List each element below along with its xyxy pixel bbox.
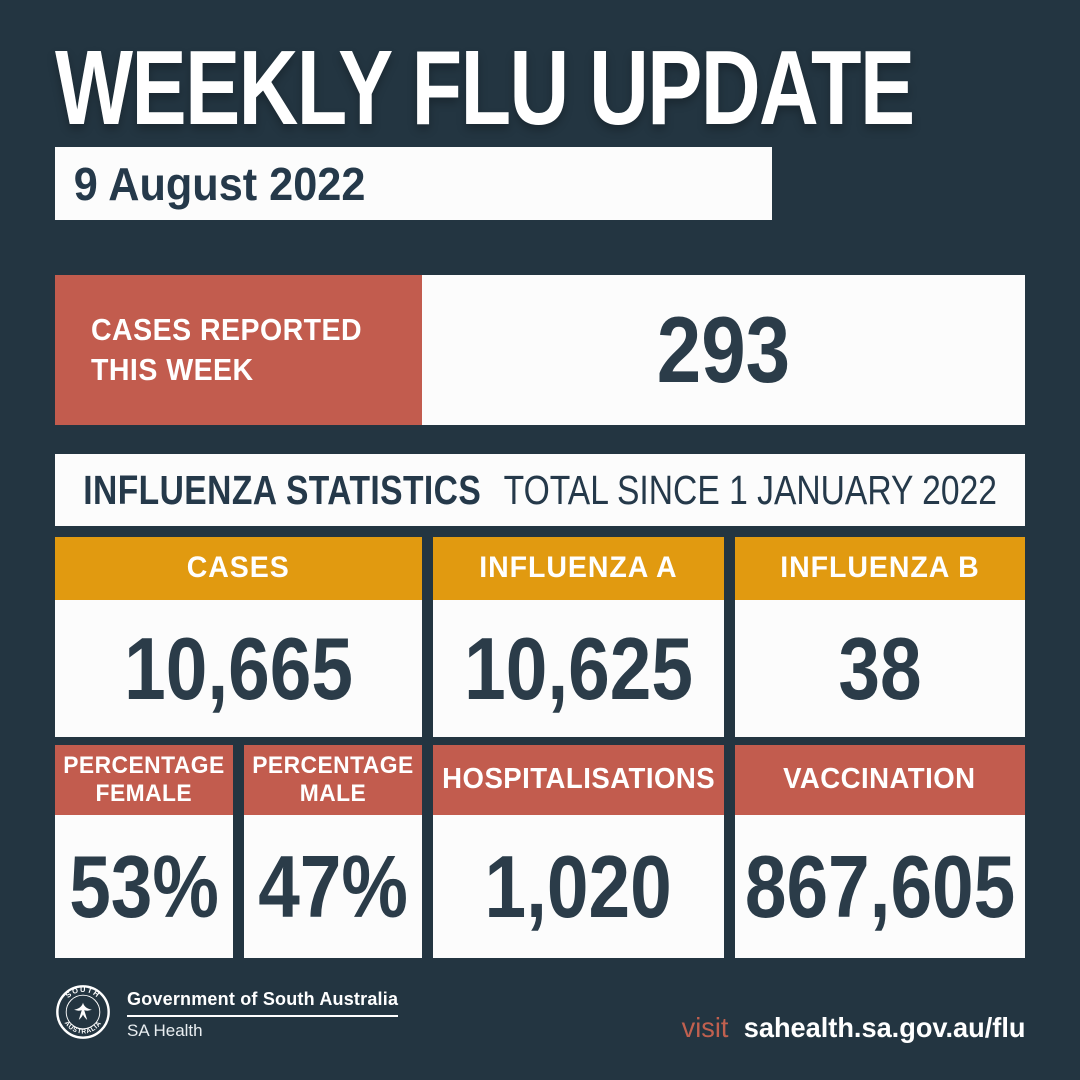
piping-shrike-icon: [74, 1002, 92, 1020]
stat-card-percentage-male-header: PERCENTAGE MALE: [244, 745, 422, 815]
stat-card-cases-header: CASES: [55, 537, 422, 600]
stat-card-influenza-a-body: 10,625: [433, 600, 724, 737]
stat-card-cases-value: 10,665: [124, 618, 353, 718]
visit-label: visit: [681, 1012, 728, 1043]
stat-card-hospitalisations-body: 1,020: [433, 815, 724, 958]
stat-card-percentage-male-body: 47%: [244, 815, 422, 958]
logo-text-south: SOUTH: [64, 985, 101, 1000]
stat-card-influenza-a-header: INFLUENZA A: [433, 537, 724, 600]
visit-url[interactable]: sahealth.sa.gov.au/flu: [743, 1012, 1025, 1043]
stat-card-hospitalisations-value: 1,020: [484, 836, 672, 936]
stats-section-title: INFLUENZA STATISTICS: [83, 466, 482, 513]
stat-card-percentage-male-label-line1: PERCENTAGE: [252, 752, 414, 780]
stat-card-percentage-female-value: 53%: [69, 836, 219, 936]
weekly-cases-value-cell: 293: [422, 275, 1025, 425]
stat-card-cases-label: CASES: [187, 551, 290, 585]
stats-section-header: INFLUENZA STATISTICS TOTAL SINCE 1 JANUA…: [55, 454, 1025, 526]
stat-card-vaccination-label: VACCINATION: [783, 763, 976, 796]
brand-divider: [127, 1014, 399, 1017]
stat-card-percentage-male-value: 47%: [258, 836, 408, 936]
weekly-cases-label-line1: CASES REPORTED: [91, 311, 363, 347]
stat-card-percentage-female-label-line1: PERCENTAGE: [63, 752, 225, 780]
stats-section-title-line: INFLUENZA STATISTICS TOTAL SINCE 1 JANUA…: [83, 467, 997, 514]
stat-card-vaccination-header: VACCINATION: [734, 745, 1025, 815]
date-banner: 9 August 2022: [55, 147, 772, 220]
south-australia-logo-icon: SOUTH AUSTRALIA: [55, 984, 111, 1045]
stat-card-influenza-b-value: 38: [838, 618, 922, 718]
stat-card-percentage-female-header: PERCENTAGE FEMALE: [55, 745, 233, 815]
stat-card-percentage-male-label-line2: MALE: [299, 780, 367, 807]
stat-card-percentage-female: PERCENTAGE FEMALE 53%: [55, 745, 233, 958]
weekly-cases-label: CASES REPORTED THIS WEEK: [55, 275, 422, 425]
report-date: 9 August 2022: [73, 157, 366, 210]
stat-card-vaccination: VACCINATION 867,605: [734, 745, 1025, 958]
stat-card-influenza-a: INFLUENZA A 10,625: [433, 537, 724, 737]
stat-card-influenza-b-header: INFLUENZA B: [734, 537, 1025, 600]
weekly-cases-row: CASES REPORTED THIS WEEK 293: [55, 275, 1025, 425]
page-title: WEEKLY FLU UPDATE: [55, 29, 915, 147]
stat-card-influenza-b: INFLUENZA B 38: [734, 537, 1025, 737]
stat-card-percentage-female-label-line2: FEMALE: [95, 780, 193, 807]
stats-grid-bottom: PERCENTAGE FEMALE 53% PERCENTAGE MALE 47…: [55, 745, 1025, 958]
government-name: Government of South Australia: [127, 988, 399, 1009]
stat-card-hospitalisations: HOSPITALISATIONS 1,020: [433, 745, 724, 958]
stat-card-vaccination-body: 867,605: [734, 815, 1025, 958]
government-brand-text: Government of South Australia SA Health: [127, 988, 399, 1041]
stat-card-percentage-female-body: 53%: [55, 815, 233, 958]
department-name: SA Health: [127, 1020, 203, 1040]
weekly-cases-label-line2: THIS WEEK: [91, 352, 254, 387]
stats-grid-top: CASES 10,665 INFLUENZA A 10,625 INFLUENZ…: [55, 537, 1025, 737]
stat-card-cases: CASES 10,665: [55, 537, 422, 737]
svg-text:SOUTH: SOUTH: [64, 985, 103, 1000]
stat-card-influenza-a-value: 10,625: [463, 618, 693, 718]
stat-card-cases-body: 10,665: [55, 600, 422, 737]
weekly-cases-value: 293: [656, 297, 791, 402]
stats-section-subtitle: TOTAL SINCE 1 JANUARY 2022: [503, 466, 997, 513]
government-brand: SOUTH AUSTRALIA Government of South Aust…: [55, 984, 399, 1045]
stat-card-influenza-b-body: 38: [734, 600, 1025, 737]
stat-card-percentage-male: PERCENTAGE MALE 47%: [244, 745, 422, 958]
stat-card-vaccination-value: 867,605: [744, 836, 1015, 936]
stat-card-influenza-a-label: INFLUENZA A: [479, 551, 678, 585]
visit-link-line: visit sahealth.sa.gov.au/flu: [681, 1012, 1025, 1044]
stat-card-influenza-b-label: INFLUENZA B: [780, 551, 980, 585]
stat-card-hospitalisations-header: HOSPITALISATIONS: [433, 745, 724, 815]
stat-card-hospitalisations-label: HOSPITALISATIONS: [441, 763, 715, 796]
